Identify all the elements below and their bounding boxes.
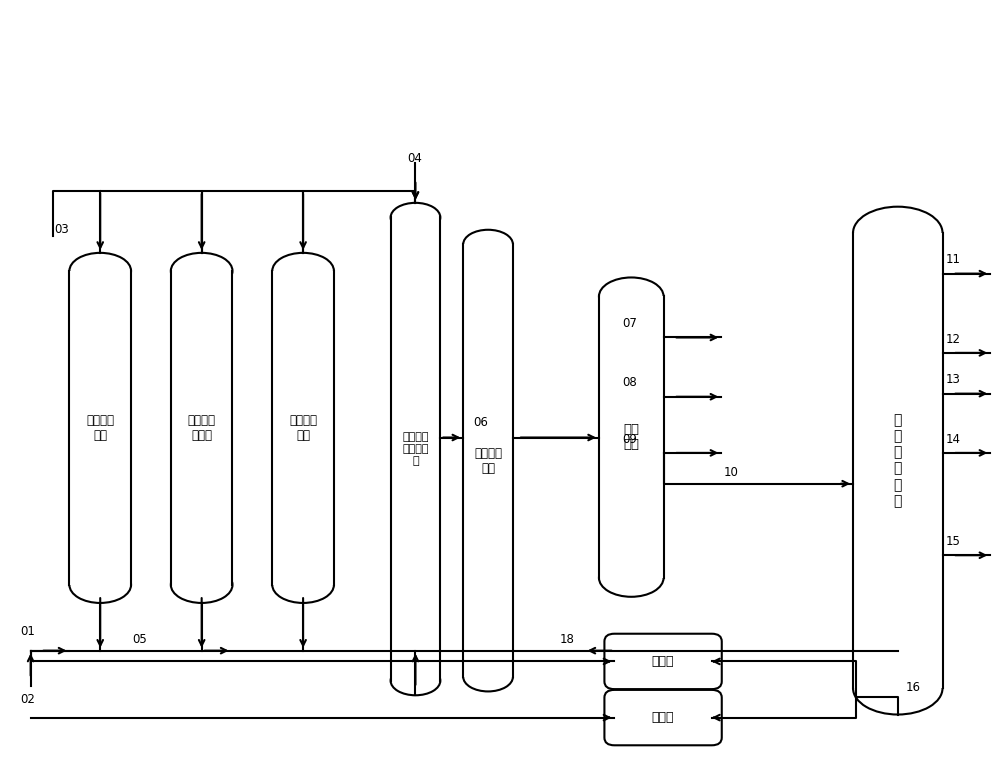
Text: 07: 07	[622, 317, 637, 330]
Ellipse shape	[463, 229, 513, 259]
Bar	[272, 271, 334, 585]
Ellipse shape	[272, 567, 334, 603]
Bar	[391, 218, 440, 680]
Text: 01: 01	[21, 625, 36, 638]
Ellipse shape	[463, 662, 513, 691]
Text: 预处理: 预处理	[652, 655, 674, 668]
Bar	[272, 271, 334, 585]
Text: 14: 14	[946, 432, 961, 446]
Text: 09: 09	[622, 432, 637, 446]
Bar	[69, 271, 131, 585]
Bar	[599, 297, 664, 578]
Ellipse shape	[853, 662, 943, 715]
FancyBboxPatch shape	[604, 690, 722, 746]
Text: 15: 15	[946, 535, 960, 548]
Bar	[463, 244, 513, 677]
Bar	[171, 271, 232, 585]
Ellipse shape	[391, 666, 440, 695]
Ellipse shape	[391, 203, 440, 232]
Ellipse shape	[171, 567, 232, 603]
Text: 16: 16	[906, 681, 921, 694]
Text: 脱金属剂
反应器: 脱金属剂 反应器	[188, 414, 216, 442]
Text: 18: 18	[560, 632, 575, 646]
Text: 03: 03	[54, 223, 69, 236]
Ellipse shape	[69, 253, 131, 289]
Text: 11: 11	[946, 253, 961, 267]
Bar	[463, 244, 513, 677]
Text: 05: 05	[132, 632, 147, 646]
Text: 12: 12	[946, 332, 961, 346]
Bar	[69, 271, 131, 585]
Text: 保护剂反
应器: 保护剂反 应器	[86, 414, 114, 442]
Text: 预处理: 预处理	[652, 711, 674, 724]
Text: 10: 10	[723, 466, 738, 479]
Text: 分离
装置: 分离 装置	[623, 423, 639, 451]
Bar	[171, 271, 232, 585]
Ellipse shape	[853, 207, 943, 260]
Bar	[599, 297, 664, 578]
Text: 13: 13	[946, 374, 960, 386]
Ellipse shape	[599, 559, 664, 597]
Text: 08: 08	[622, 377, 637, 389]
Ellipse shape	[171, 253, 232, 289]
Ellipse shape	[599, 277, 664, 315]
Text: 脱残碳催
化剂及其
他: 脱残碳催 化剂及其 他	[402, 432, 429, 466]
Bar	[853, 233, 943, 688]
Ellipse shape	[272, 253, 334, 289]
Ellipse shape	[69, 567, 131, 603]
FancyBboxPatch shape	[604, 634, 722, 689]
Text: 06: 06	[473, 415, 488, 429]
Text: 02: 02	[21, 694, 36, 706]
Bar	[391, 218, 440, 680]
Text: 脱硫剂反
应器: 脱硫剂反 应器	[289, 414, 317, 442]
Text: 催化剂反
应器: 催化剂反 应器	[474, 446, 502, 474]
Text: 04: 04	[408, 152, 422, 165]
Bar	[853, 233, 943, 688]
Text: 催
化
裂
化
装
置: 催 化 裂 化 装 置	[894, 413, 902, 508]
